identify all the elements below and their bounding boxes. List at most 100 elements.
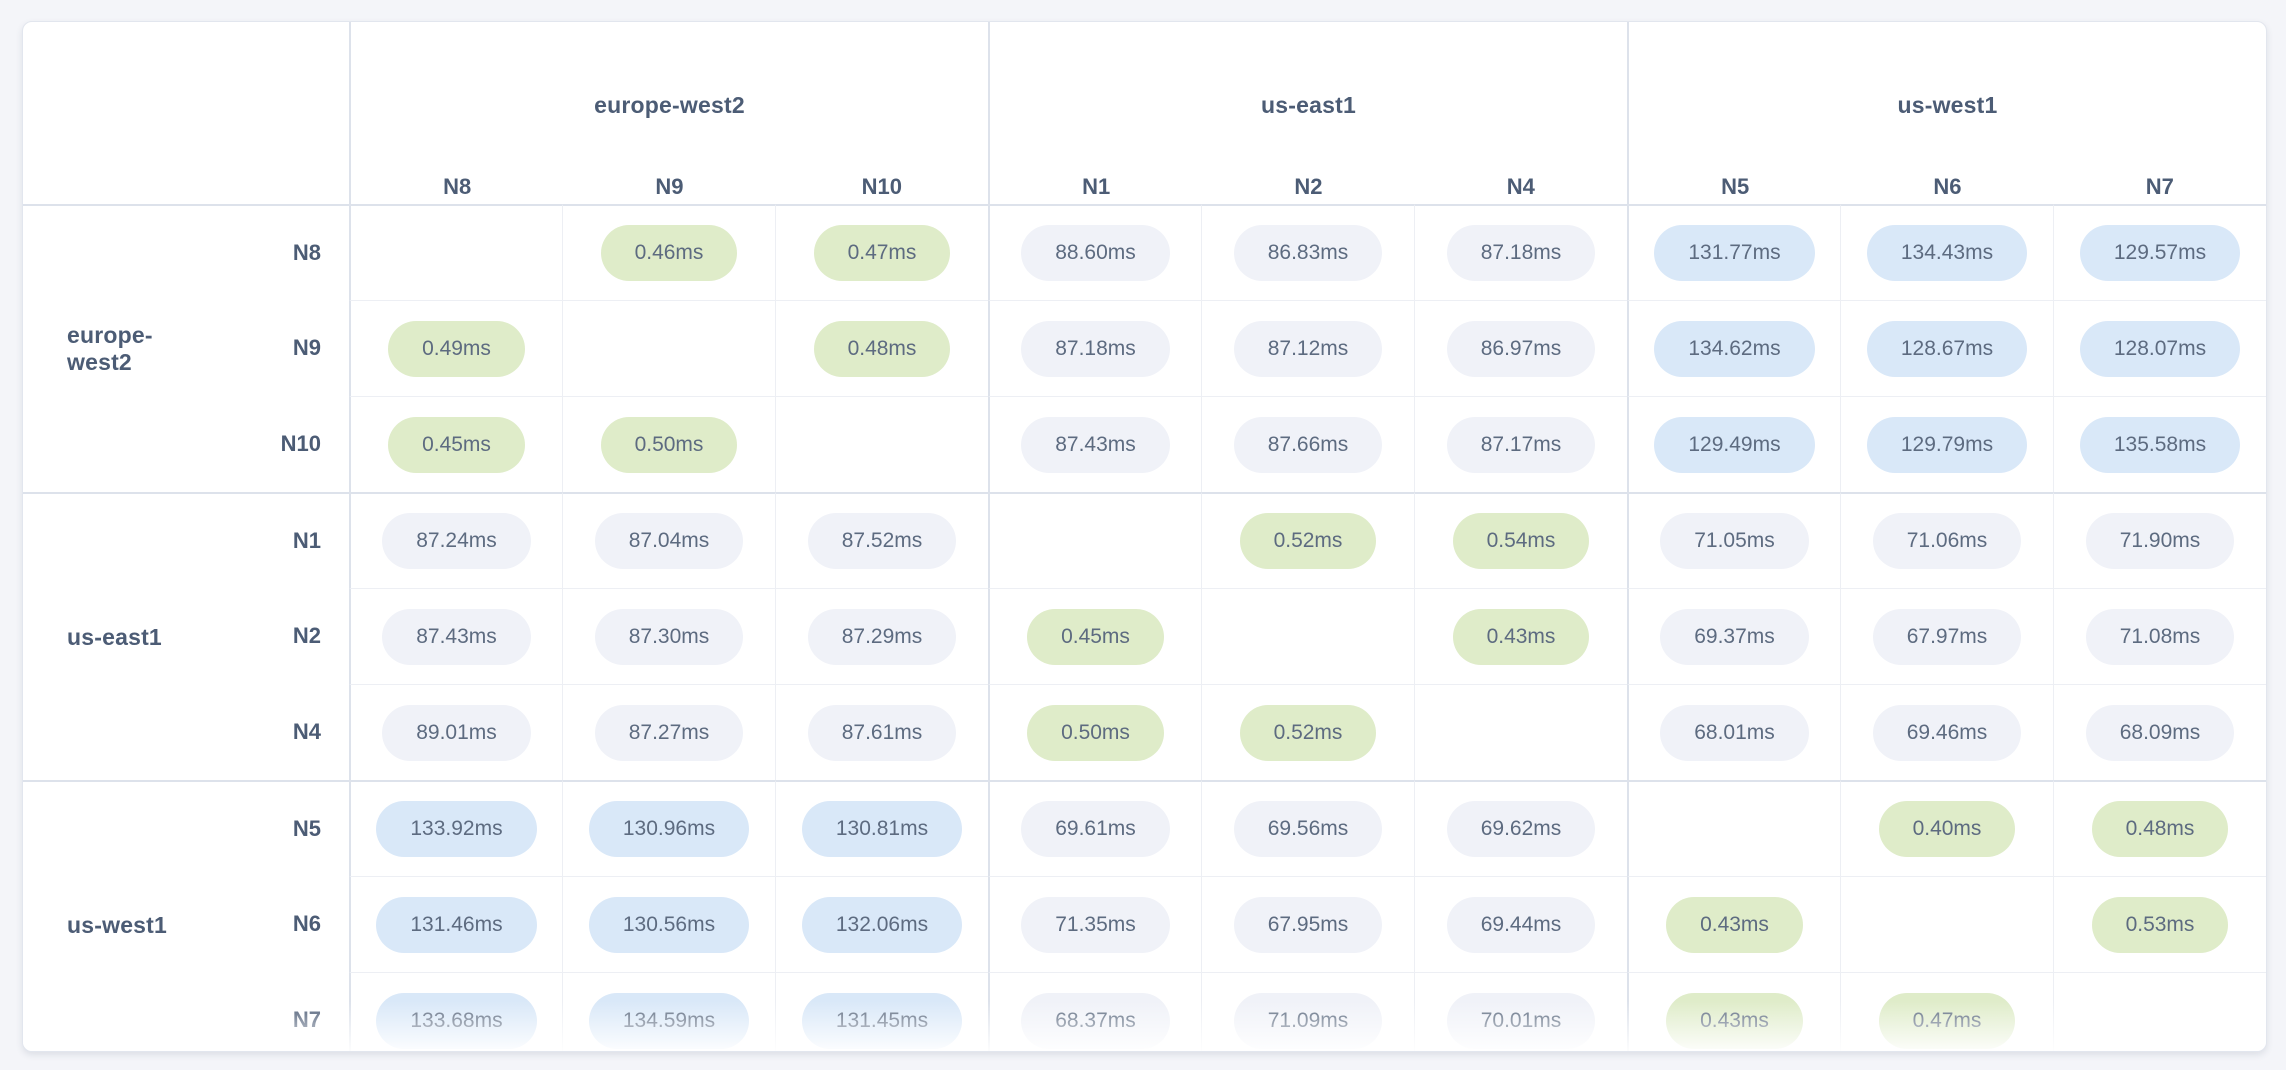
- column-group-region-label: us-west1: [1897, 91, 1998, 118]
- latency-cell: 87.12ms: [1201, 300, 1414, 396]
- latency-pill: 0.43ms: [1666, 992, 1803, 1049]
- latency-pill: 0.48ms: [813, 320, 951, 377]
- latency-cell: 69.44ms: [1414, 876, 1627, 972]
- latency-pill: 87.12ms: [1233, 320, 1383, 377]
- latency-pill: 0.50ms: [600, 416, 738, 473]
- latency-cell: 89.01ms: [349, 684, 562, 780]
- latency-cell: 87.61ms: [775, 684, 988, 780]
- latency-pill: 71.08ms: [2085, 608, 2235, 665]
- latency-cell: 69.61ms: [988, 780, 1201, 876]
- latency-pill: 68.01ms: [1660, 704, 1809, 761]
- latency-cell: 68.37ms: [988, 972, 1201, 1051]
- latency-pill: 0.54ms: [1452, 513, 1590, 569]
- latency-cell: 71.08ms: [2053, 588, 2266, 684]
- column-header-n2: N2: [1294, 174, 1323, 199]
- latency-cell: 0.49ms: [349, 300, 562, 396]
- latency-pill: 87.18ms: [1446, 225, 1596, 281]
- latency-pill: 130.81ms: [801, 801, 963, 857]
- latency-pill: 69.61ms: [1021, 801, 1170, 857]
- latency-cell: 0.52ms: [1201, 684, 1414, 780]
- latency-pill: 129.49ms: [1654, 416, 1815, 473]
- latency-pill: 0.49ms: [388, 320, 525, 377]
- latency-cell: 88.60ms: [988, 204, 1201, 300]
- latency-cell: 134.59ms: [562, 972, 775, 1051]
- latency-pill: 69.56ms: [1233, 801, 1383, 857]
- latency-pill: 0.50ms: [1027, 704, 1164, 761]
- latency-pill: 0.47ms: [1878, 992, 2016, 1049]
- latency-pill: 0.48ms: [2091, 801, 2229, 857]
- row-header-n6: N6: [292, 911, 321, 936]
- latency-pill: 87.18ms: [1021, 320, 1170, 377]
- latency-pill: 87.66ms: [1233, 416, 1383, 473]
- latency-cell: [562, 300, 775, 396]
- latency-cell: 132.06ms: [775, 876, 988, 972]
- latency-cell: 0.43ms: [1627, 876, 1840, 972]
- latency-cell: 70.01ms: [1414, 972, 1627, 1051]
- latency-pill: 71.35ms: [1021, 896, 1170, 953]
- latency-pill: 0.52ms: [1239, 513, 1377, 569]
- latency-matrix-grid: europe-west2 N8 N9 N10 us-east1 N1 N2 N4…: [23, 22, 2266, 1051]
- latency-cell: 87.29ms: [775, 588, 988, 684]
- row-header-n8: N8: [199, 204, 349, 300]
- latency-pill: 87.24ms: [382, 513, 531, 569]
- latency-cell: 71.05ms: [1627, 492, 1840, 588]
- column-header-n8: N8: [443, 174, 472, 199]
- latency-cell: 133.92ms: [349, 780, 562, 876]
- latency-pill: 86.97ms: [1446, 320, 1596, 377]
- latency-cell: 87.18ms: [988, 300, 1201, 396]
- latency-cell: [1414, 684, 1627, 780]
- latency-pill: 0.53ms: [2091, 896, 2229, 953]
- latency-pill: 89.01ms: [382, 704, 531, 761]
- latency-cell: [2053, 972, 2266, 1051]
- latency-pill: 131.46ms: [376, 896, 537, 953]
- latency-cell: 87.27ms: [562, 684, 775, 780]
- latency-pill: 130.56ms: [588, 896, 750, 953]
- latency-pill: 0.43ms: [1666, 896, 1803, 953]
- latency-cell: 128.67ms: [1840, 300, 2053, 396]
- latency-cell: 87.66ms: [1201, 396, 1414, 492]
- latency-cell: 86.83ms: [1201, 204, 1414, 300]
- latency-pill: 87.17ms: [1446, 416, 1596, 473]
- latency-cell: 67.97ms: [1840, 588, 2053, 684]
- latency-pill: 67.97ms: [1872, 608, 2022, 665]
- latency-pill: 69.44ms: [1446, 896, 1596, 953]
- column-header-n1: N1: [1082, 174, 1111, 199]
- column-node-headers: N1 N2 N4: [990, 151, 1627, 223]
- latency-pill: 71.90ms: [2085, 513, 2235, 569]
- latency-cell: 86.97ms: [1414, 300, 1627, 396]
- latency-cell: 87.17ms: [1414, 396, 1627, 492]
- latency-cell: [988, 492, 1201, 588]
- latency-pill: 131.77ms: [1654, 225, 1815, 281]
- column-header-n9: N9: [655, 174, 684, 199]
- row-header-n2: N2: [292, 623, 321, 648]
- latency-pill: 0.46ms: [600, 225, 738, 281]
- latency-pill: 68.09ms: [2085, 704, 2235, 761]
- latency-pill: 68.37ms: [1021, 992, 1170, 1049]
- latency-pill: 128.07ms: [2079, 320, 2241, 377]
- latency-pill: 69.62ms: [1446, 801, 1596, 857]
- row-group-label-us-east1: us-east1: [23, 492, 199, 780]
- latency-cell: 69.56ms: [1201, 780, 1414, 876]
- latency-cell: 0.40ms: [1840, 780, 2053, 876]
- latency-pill: 88.60ms: [1021, 225, 1170, 281]
- column-header-n10: N10: [861, 174, 902, 199]
- latency-pill: 0.45ms: [388, 416, 525, 473]
- latency-cell: 131.46ms: [349, 876, 562, 972]
- latency-cell: 69.46ms: [1840, 684, 2053, 780]
- latency-cell: 135.58ms: [2053, 396, 2266, 492]
- latency-cell: 133.68ms: [349, 972, 562, 1051]
- latency-pill: 69.37ms: [1660, 608, 1809, 665]
- latency-pill: 87.43ms: [382, 608, 531, 665]
- latency-pill: 86.83ms: [1233, 225, 1383, 281]
- latency-cell: 71.09ms: [1201, 972, 1414, 1051]
- latency-pill: 132.06ms: [801, 896, 963, 953]
- latency-cell: 0.43ms: [1414, 588, 1627, 684]
- row-header-n4: N4: [292, 719, 321, 744]
- latency-cell: 87.43ms: [988, 396, 1201, 492]
- latency-cell: 87.18ms: [1414, 204, 1627, 300]
- row-header-n9: N9: [292, 335, 321, 360]
- latency-cell: 87.52ms: [775, 492, 988, 588]
- latency-cell: 0.50ms: [988, 684, 1201, 780]
- latency-pill: 87.43ms: [1021, 416, 1170, 473]
- row-group-label-europe-west2: europe-west2: [23, 204, 199, 492]
